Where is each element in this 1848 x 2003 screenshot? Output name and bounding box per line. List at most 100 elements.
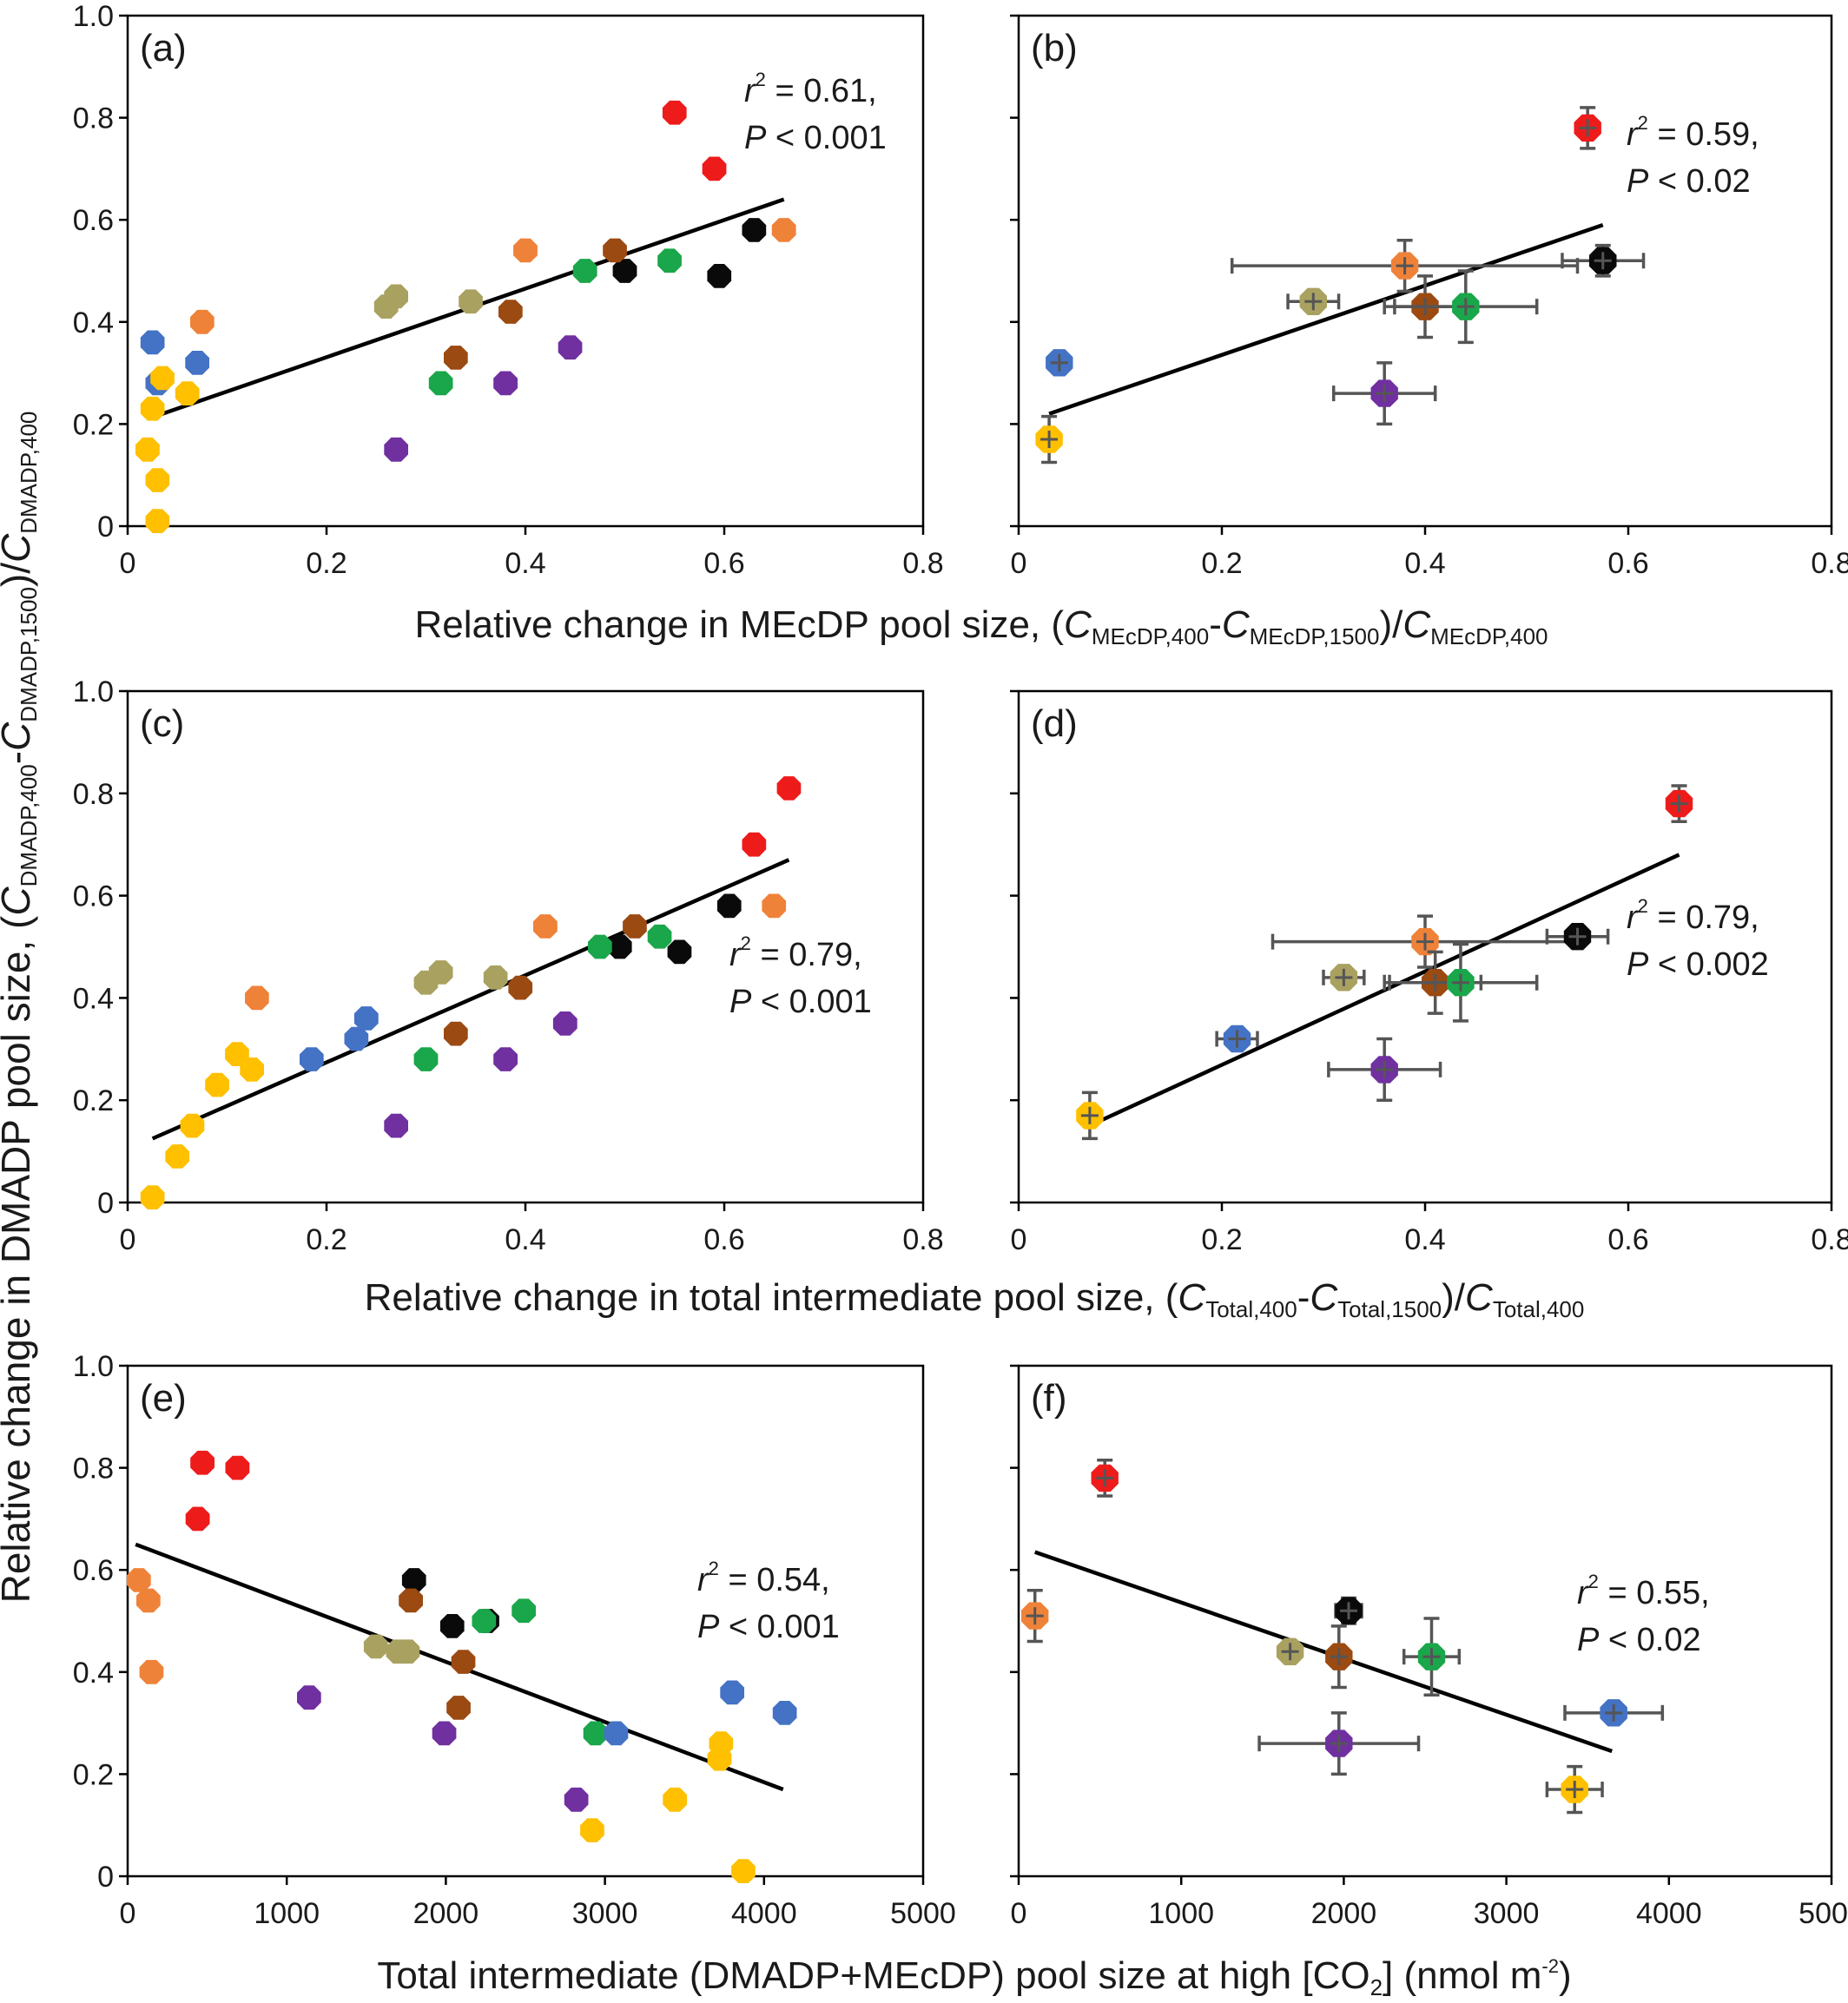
y-tick-label: 0.6 (73, 1554, 114, 1587)
panel-label: (f) (1031, 1377, 1067, 1420)
y-title-c2: C (0, 721, 38, 751)
data-point-orange (190, 309, 214, 334)
stat-p: P < 0.02 (1577, 1622, 1701, 1658)
data-point-yellow (165, 1144, 190, 1169)
data-point-blue (344, 1026, 369, 1051)
data-point-yellow (580, 1818, 604, 1842)
x3-sup: -2 (1541, 1955, 1559, 1977)
error-cross (1566, 1781, 1584, 1799)
data-point-tan (395, 1639, 420, 1664)
error-cross (1376, 1060, 1394, 1078)
y-tick-label: 0.6 (73, 880, 114, 913)
x-tick-label: 0 (1011, 1223, 1027, 1256)
error-cross (1050, 353, 1068, 372)
data-point-yellow (140, 396, 165, 421)
y-tick-label: 1.0 (73, 0, 114, 33)
error-cross (1451, 973, 1469, 992)
error-cross (1096, 1469, 1114, 1487)
y-tick-label: 0.6 (73, 204, 114, 237)
error-cross (1579, 119, 1597, 137)
data-point-blue (720, 1680, 744, 1705)
data-point-black (607, 934, 632, 959)
y-title-sub3: DMADP,400 (16, 412, 42, 534)
stat-r2: r2 = 0.55, (1577, 1571, 1710, 1611)
panel-b: 0 0.2 0.4 0.6 0.8 (b) r2 = 0.59, P < 0.02 (1010, 14, 1848, 580)
x2-sub2: Total,1500 (1337, 1296, 1442, 1322)
data-point-tan (459, 289, 483, 314)
data-point-purple (552, 1011, 578, 1036)
data-point-orange (762, 893, 787, 919)
data-point-orange (245, 985, 269, 1011)
data-point-yellow (205, 1072, 229, 1097)
x-tick-label: 0.6 (1607, 547, 1648, 580)
data-point-yellow (150, 366, 175, 391)
panel-label: (e) (140, 1377, 187, 1420)
error-cross (1330, 1735, 1348, 1753)
data-point-yellow (180, 1113, 205, 1138)
data-point-red (742, 832, 767, 857)
x2-dash: - (1297, 1276, 1310, 1319)
x-tick-label: 0.2 (1201, 1223, 1242, 1256)
regression-line (1033, 1550, 1614, 1754)
panel-f: 0 1000 2000 3000 4000 5000 (f) r2 = 0.55, P < 0.… (1010, 1364, 1848, 1930)
data-point-red (225, 1455, 250, 1480)
error-cross (1281, 1643, 1299, 1661)
y-tick-label: 0.8 (73, 778, 114, 811)
data-point-green (512, 1598, 536, 1624)
data-point-red (190, 1450, 214, 1475)
x-tick-label: 1000 (254, 1897, 320, 1930)
error-cross (1568, 927, 1587, 945)
panel-label: (a) (140, 27, 187, 69)
stat-r2: r2 = 0.79, (729, 932, 862, 973)
data-point-tan (428, 960, 453, 985)
stat-p: P < 0.001 (729, 984, 872, 1020)
data-point-green (572, 259, 597, 283)
x2-sub1: Total,400 (1205, 1296, 1297, 1322)
data-point-brown (446, 1696, 471, 1720)
y-tick-label: 0 (97, 511, 114, 544)
y-title-main: Relative change in DMADP pool size, ( (0, 915, 38, 1603)
data-point-brown (508, 975, 533, 1000)
data-point-yellow (731, 1859, 756, 1883)
data-point-yellow (240, 1058, 264, 1082)
data-point-blue (185, 351, 209, 375)
x-tick-label: 5000 (1798, 1897, 1848, 1930)
data-point-red (776, 776, 802, 801)
x1-main: Relative change in MEcDP pool size, ( (414, 603, 1064, 646)
x1-sub2: MEcDP,1500 (1250, 623, 1380, 649)
data-point-purple (432, 1721, 457, 1746)
x1-sub1: MEcDP,400 (1092, 623, 1209, 649)
panel-label: (c) (140, 702, 184, 745)
data-point-yellow (175, 381, 200, 405)
x-tick-label: 0.4 (1404, 547, 1445, 580)
x-tick-label: 0.4 (1404, 1223, 1445, 1256)
panel-label: (d) (1031, 702, 1078, 745)
data-point-black (667, 939, 692, 965)
data-point-brown (399, 1588, 423, 1613)
data-point-orange (127, 1568, 151, 1592)
data-point-orange (139, 1659, 164, 1684)
y-title-dash: - (0, 751, 38, 764)
data-point-red (662, 100, 687, 125)
x1-dash: - (1209, 603, 1222, 646)
x-tick-label: 0 (120, 1897, 136, 1930)
x3-close: ] (nmol m (1383, 1954, 1541, 1997)
x-axis-title-row2: Relative change in total intermediate po… (365, 1276, 1585, 1322)
data-point-purple (384, 437, 408, 462)
x-tick-label: 0.8 (902, 1223, 943, 1256)
data-point-green (647, 924, 672, 949)
plot-frame (1017, 1364, 1833, 1878)
data-point-yellow (663, 1787, 688, 1812)
error-cross (1340, 1602, 1358, 1620)
data-point-purple (558, 335, 583, 360)
x-axis-title-row1: Relative change in MEcDP pool size, (CME… (414, 603, 1548, 649)
x2-sub3: Total,400 (1493, 1296, 1585, 1322)
data-point-black (716, 893, 742, 919)
data-point-tan (483, 965, 508, 990)
y-axis-title: Relative change in DMADP pool size, ( C DM… (0, 412, 42, 1604)
data-point-purple (493, 371, 518, 396)
x-tick-label: 0.6 (703, 547, 744, 580)
error-cross (1376, 385, 1394, 403)
data-point-yellow (145, 468, 170, 492)
